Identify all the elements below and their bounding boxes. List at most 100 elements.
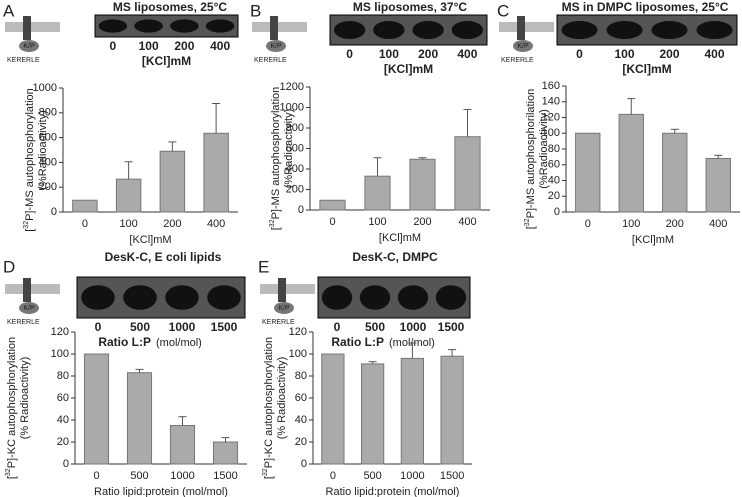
gel-band <box>207 285 241 310</box>
x-tick-label: 500 <box>363 470 381 482</box>
y-tick-label: 120 <box>51 326 69 338</box>
y-tick-label: 100 <box>542 127 560 139</box>
y-tick-label: 1000 <box>33 82 57 94</box>
panel-letter: D <box>3 257 15 276</box>
gel-lane-label: 400 <box>210 39 230 53</box>
panel-title: DesK-C, E coli lipids <box>105 250 222 264</box>
y-axis-label: [32P]-MS autophosphorylation <box>23 88 36 232</box>
gel-lane-label: 1000 <box>400 320 427 334</box>
panel-title: DesK-C, DMPC <box>352 250 438 264</box>
gel-band <box>333 21 366 39</box>
gel <box>94 14 239 38</box>
gel-lane-label: 0 <box>110 39 117 53</box>
y-label-main: P]-MS autophosphorilation <box>525 89 537 219</box>
bar <box>575 132 601 213</box>
gel-band <box>165 285 199 310</box>
x-tick-label: 1000 <box>400 470 424 482</box>
gel-lane-label: 1500 <box>211 320 238 334</box>
gel-band <box>696 21 733 39</box>
gel-band <box>359 285 391 310</box>
y-label-bracket: [ <box>24 229 36 232</box>
gel-lane-label: 0 <box>346 47 353 61</box>
bar <box>409 158 436 211</box>
gel-band <box>123 285 157 310</box>
gel-label: [KCl]mM <box>622 62 671 76</box>
gel-lane-label: 100 <box>379 47 399 61</box>
gel-band <box>81 285 115 310</box>
membrane <box>5 284 60 294</box>
gel-band <box>321 285 353 310</box>
panel-letter: A <box>3 1 15 20</box>
x-tick-label: 100 <box>622 218 640 230</box>
y-axis-label-line2: (% Radioactivity) <box>276 357 288 440</box>
y-tick-label: 800 <box>286 122 304 134</box>
gel-band <box>606 21 643 39</box>
y-tick-label: 20 <box>295 436 307 448</box>
x-tick-label: 1500 <box>440 470 464 482</box>
y-label-superscript: 32 <box>269 219 276 227</box>
kinase-domain <box>274 302 294 314</box>
gel-label: [KCl]mM <box>142 54 191 68</box>
bar <box>705 157 731 213</box>
kinase-domain <box>513 40 533 52</box>
y-tick-label: 1000 <box>280 101 304 113</box>
bar <box>400 357 425 465</box>
bar <box>321 353 345 465</box>
gel-band <box>435 285 467 310</box>
gel-band <box>134 19 163 33</box>
y-label-main: P]-MS autophosphorylation <box>24 88 36 221</box>
y-tick-label: 0 <box>301 458 307 470</box>
sequence-label: KERERLE <box>7 57 40 64</box>
gel-band <box>561 21 598 39</box>
y-tick-label: 120 <box>289 326 307 338</box>
gel-band <box>170 19 199 33</box>
gel-band <box>373 21 405 39</box>
y-label-superscript: 32 <box>23 221 30 229</box>
y-tick-label: 400 <box>39 156 57 168</box>
gel-lane-label: 1500 <box>438 320 465 334</box>
x-tick-label: 400 <box>709 218 727 230</box>
y-tick-label: 60 <box>548 159 560 171</box>
y-axis-label: [32P]-KC autophosphorylation <box>5 337 18 479</box>
kinase-label: K/P <box>23 43 35 50</box>
x-axis-label: [KCl]mM <box>379 232 421 244</box>
x-tick-label: 400 <box>458 216 476 228</box>
protein <box>23 278 31 302</box>
x-tick-label: 100 <box>368 216 386 228</box>
y-axis-label: [32P]-KC autophosphorylation <box>262 337 275 479</box>
y-tick-label: 100 <box>51 348 69 360</box>
gel-lane-label: 500 <box>365 320 385 334</box>
y-tick-label: 160 <box>542 80 560 92</box>
bar <box>319 199 346 211</box>
y-label-main: P]-KC autophosphorylation <box>263 337 275 468</box>
bar <box>360 363 385 465</box>
y-tick-label: 0 <box>51 206 57 218</box>
bar <box>115 178 142 213</box>
gel-label: [KCl]mM <box>384 62 433 76</box>
x-tick-label: 1500 <box>213 470 237 482</box>
protein <box>23 16 31 40</box>
panel-letter: E <box>258 257 269 276</box>
gel-band <box>205 19 235 33</box>
kinase-domain <box>19 302 39 314</box>
gel-lane-label: 400 <box>704 47 724 61</box>
gel-lane-label: 100 <box>614 47 634 61</box>
gel-band <box>98 19 128 33</box>
bar <box>126 372 153 465</box>
gel-lane-label: 200 <box>174 39 194 53</box>
gel-lane-label: 400 <box>457 47 477 61</box>
protein <box>270 16 278 40</box>
gel-lane-label: 200 <box>659 47 679 61</box>
y-label-bracket: [ <box>6 476 18 479</box>
y-tick-label: 200 <box>286 183 304 195</box>
y-tick-label: 0 <box>63 458 69 470</box>
membrane <box>5 22 60 32</box>
x-tick-label: 0 <box>82 218 88 230</box>
y-tick-label: 60 <box>295 392 307 404</box>
membrane <box>252 22 307 32</box>
y-tick-label: 600 <box>39 132 57 144</box>
gel-lane-label: 0 <box>334 320 341 334</box>
y-tick-label: 20 <box>548 190 560 202</box>
y-axis-label: [32P]-MS autophosphorylation <box>269 87 282 231</box>
